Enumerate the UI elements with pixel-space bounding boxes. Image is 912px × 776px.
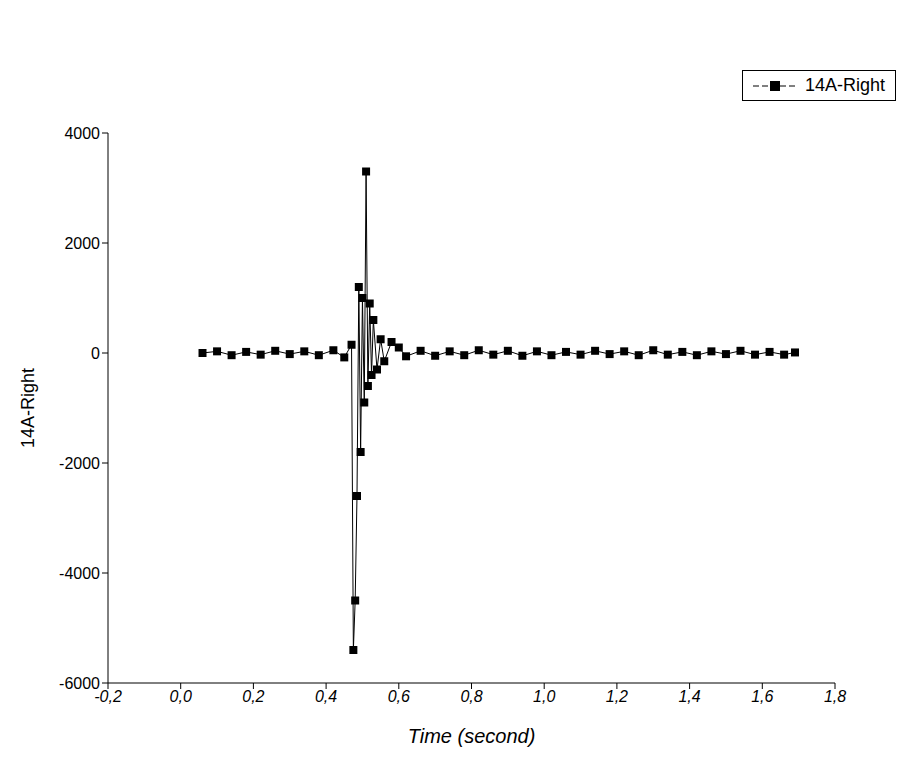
svg-text:4000: 4000	[64, 125, 100, 142]
svg-text:14A-Right: 14A-Right	[18, 368, 38, 448]
svg-text:-6000: -6000	[59, 675, 100, 692]
svg-text:1,0: 1,0	[533, 688, 555, 705]
svg-text:1,2: 1,2	[606, 688, 628, 705]
svg-text:-2000: -2000	[59, 455, 100, 472]
svg-text:1,8: 1,8	[824, 688, 846, 705]
svg-text:0,8: 0,8	[460, 688, 482, 705]
svg-text:1,4: 1,4	[678, 688, 700, 705]
svg-text:1,6: 1,6	[751, 688, 773, 705]
svg-text:0: 0	[91, 345, 100, 362]
svg-text:0,4: 0,4	[315, 688, 337, 705]
svg-text:-4000: -4000	[59, 565, 100, 582]
svg-text:-0,2: -0,2	[94, 688, 122, 706]
svg-text:0,0: 0,0	[170, 688, 192, 705]
svg-text:0,6: 0,6	[388, 688, 410, 705]
svg-text:2000: 2000	[64, 235, 100, 252]
svg-text:Time (second): Time (second)	[408, 725, 536, 747]
svg-text:0,2: 0,2	[242, 688, 264, 705]
html-text:14A-Right: 14A-Right	[805, 75, 885, 95]
